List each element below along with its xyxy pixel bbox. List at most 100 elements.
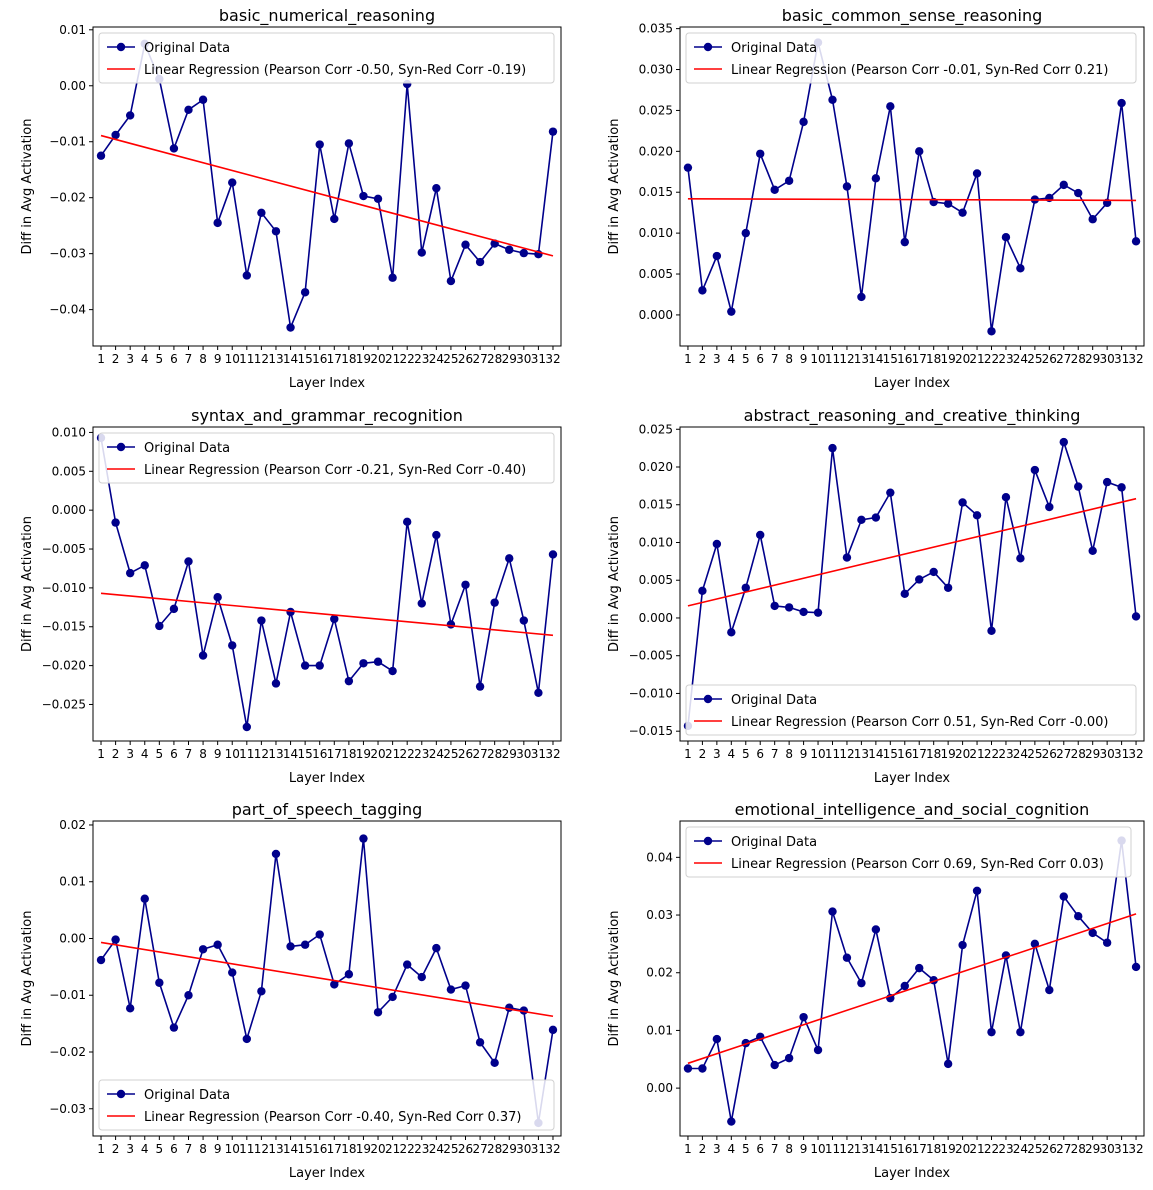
x-tick-label: 31 [531,1142,546,1156]
x-tick-label: 26 [458,747,473,761]
x-tick-label: 28 [1071,1142,1086,1156]
data-point [198,651,208,660]
data-point [198,95,208,104]
x-tick-label: 1 [97,352,105,366]
data-point [228,178,237,187]
y-tick-label: 0.000 [639,308,673,322]
data-point [373,194,383,204]
data-point [125,1004,135,1013]
legend-entry-regression: Linear Regression (Pearson Corr -0.50, S… [144,63,526,78]
x-tick-label: 21 [969,1142,984,1156]
data-point [373,657,383,666]
x-tick-label: 21 [385,747,400,761]
x-tick-label: 30 [516,352,531,366]
x-tick-label: 25 [443,1142,458,1156]
data-point [972,511,982,520]
x-tick-label: 17 [327,1142,342,1156]
data-point [857,515,866,525]
x-tick-label: 14 [868,1142,883,1156]
x-tick-label: 11 [825,1142,840,1156]
x-tick-label: 7 [771,747,779,761]
x-tick-label: 13 [268,1142,283,1156]
x-tick-label: 11 [825,352,840,366]
legend-marker [703,694,713,704]
data-point [446,276,456,286]
data-point [857,978,866,988]
x-tick-label: 19 [940,352,955,366]
x-tick-label: 16 [897,747,912,761]
y-tick-label: −0.02 [49,191,86,205]
x-tick-label: 10 [225,747,240,761]
x-tick-label: 7 [185,1142,193,1156]
data-point [300,288,310,297]
data-point [698,1064,707,1073]
data-point [857,292,866,302]
y-axis-label: Diff in Avg Activation [607,516,622,652]
data-point [330,614,339,624]
data-point [315,661,324,670]
x-tick-label: 7 [771,1142,779,1156]
x-tick-label: 2 [112,1142,120,1156]
x-tick-label: 21 [385,1142,400,1156]
x-tick-label: 2 [699,352,707,366]
x-tick-label: 15 [297,1142,312,1156]
y-tick-label: 0.010 [639,226,673,240]
x-tick-label: 6 [170,352,178,366]
data-point [534,688,543,698]
data-point [286,323,295,332]
data-point [915,575,924,584]
y-tick-label: 0.010 [639,535,673,549]
x-tick-label: 30 [516,1142,531,1156]
x-tick-label: 6 [756,352,764,366]
x-tick-label: 4 [141,1142,149,1156]
x-tick-label: 19 [940,1142,955,1156]
x-tick-label: 15 [297,352,312,366]
data-point [505,245,514,254]
x-tick-label: 7 [771,352,779,366]
x-tick-label: 7 [185,352,193,366]
data-point [388,273,397,282]
x-tick-label: 16 [312,1142,327,1156]
x-tick-label: 2 [699,747,707,761]
y-tick-label: 0.025 [639,103,673,117]
x-tick-label: 30 [1099,1142,1114,1156]
x-tick-label: 14 [283,1142,298,1156]
x-tick-label: 11 [825,747,840,761]
data-point [417,972,426,982]
x-tick-label: 14 [283,352,298,366]
data-point [490,1058,499,1067]
data-point [741,228,750,238]
chart-panel-6: emotional_intelligence_and_social_cognit… [607,800,1145,1181]
data-point [213,593,222,602]
x-tick-label: 31 [1114,747,1129,761]
x-tick-label: 20 [955,1142,970,1156]
x-tick-label: 32 [1128,352,1143,366]
data-point [784,176,794,185]
legend-box [98,1079,555,1131]
x-tick-label: 19 [356,1142,371,1156]
x-tick-label: 18 [926,1142,941,1156]
x-tick-label: 29 [1085,1142,1100,1156]
x-tick-label: 24 [429,352,444,366]
y-tick-label: 0.015 [639,498,673,512]
data-point [915,963,924,973]
x-tick-label: 13 [854,747,869,761]
x-tick-label: 26 [1042,747,1057,761]
data-point [1074,482,1083,491]
chart-title: emotional_intelligence_and_social_cognit… [735,800,1090,820]
data-point [842,953,852,962]
data-point [505,554,514,563]
data-point [548,550,558,559]
data-point [886,488,895,497]
data-point [958,940,967,950]
x-tick-label: 9 [800,1142,808,1156]
y-tick-label: 0.030 [639,63,673,77]
data-point [828,907,837,916]
x-tick-label: 5 [742,1142,750,1156]
data-point [1001,233,1011,242]
x-tick-label: 8 [785,352,793,366]
data-point [828,95,837,104]
x-tick-label: 31 [531,352,546,366]
